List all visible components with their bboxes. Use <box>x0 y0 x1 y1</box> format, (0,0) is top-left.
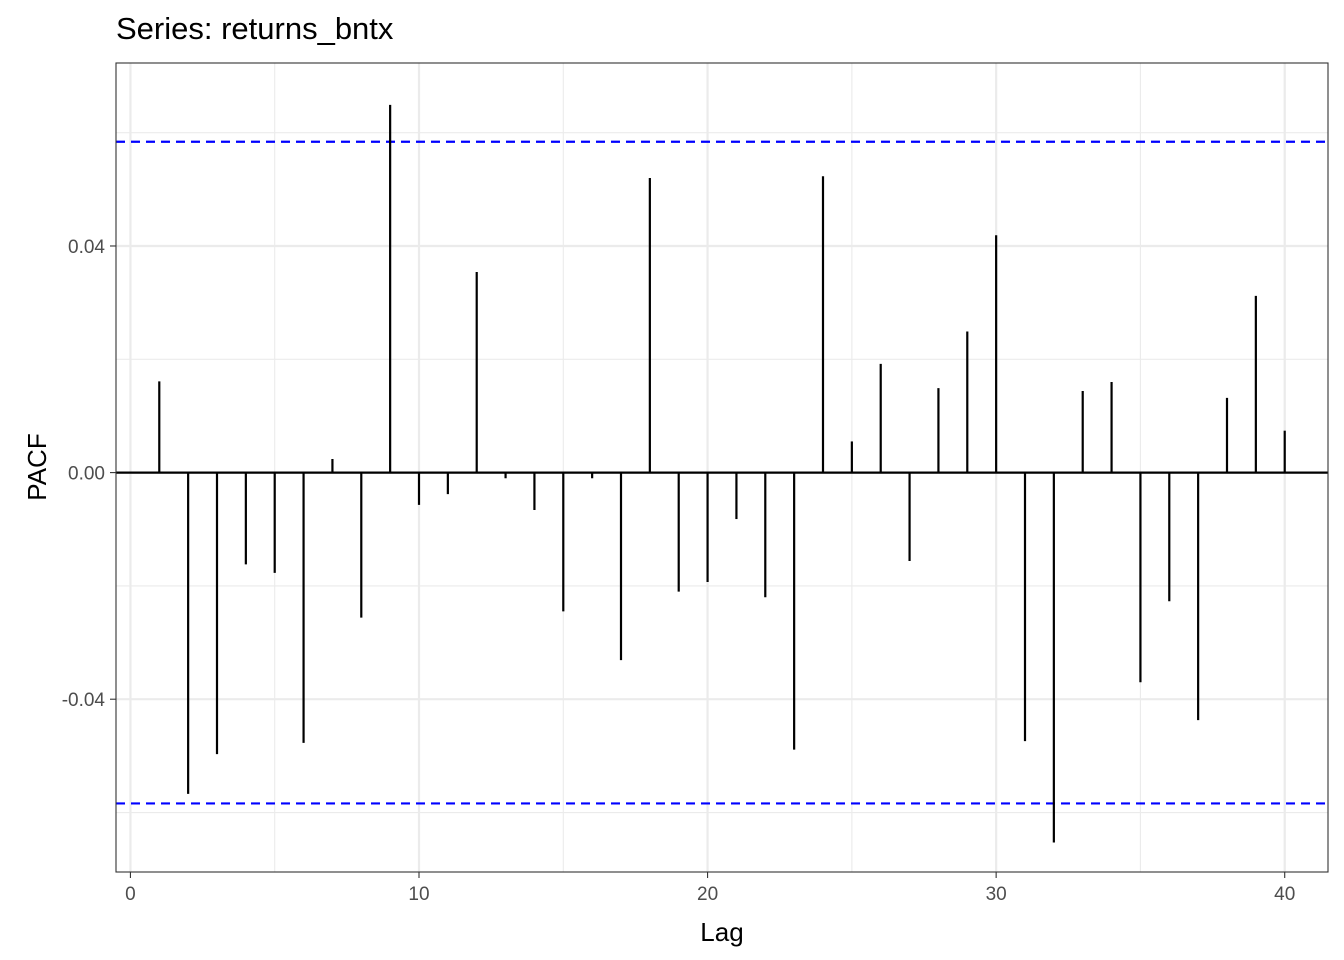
y-tick-label: 0.00 <box>68 464 105 485</box>
x-tick-label: 0 <box>125 884 136 905</box>
confidence-bounds <box>116 140 1328 805</box>
grid <box>116 63 1328 872</box>
y-axis: -0.04 0.00 0.04 <box>62 237 116 711</box>
x-tick-label: 10 <box>408 884 429 905</box>
chart-title: Series: returns_bntx <box>116 11 394 46</box>
pacf-spikes <box>158 104 1286 843</box>
y-axis-title: PACF <box>22 433 52 500</box>
x-axis: 0 10 20 30 40 <box>125 872 1295 905</box>
x-axis-title: Lag <box>700 917 743 947</box>
y-tick-label: 0.04 <box>68 237 105 258</box>
x-tick-label: 20 <box>697 884 718 905</box>
panel-border <box>115 62 1329 873</box>
x-tick-label: 30 <box>986 884 1007 905</box>
y-tick-label: -0.04 <box>62 690 106 711</box>
x-tick-label: 40 <box>1274 884 1295 905</box>
